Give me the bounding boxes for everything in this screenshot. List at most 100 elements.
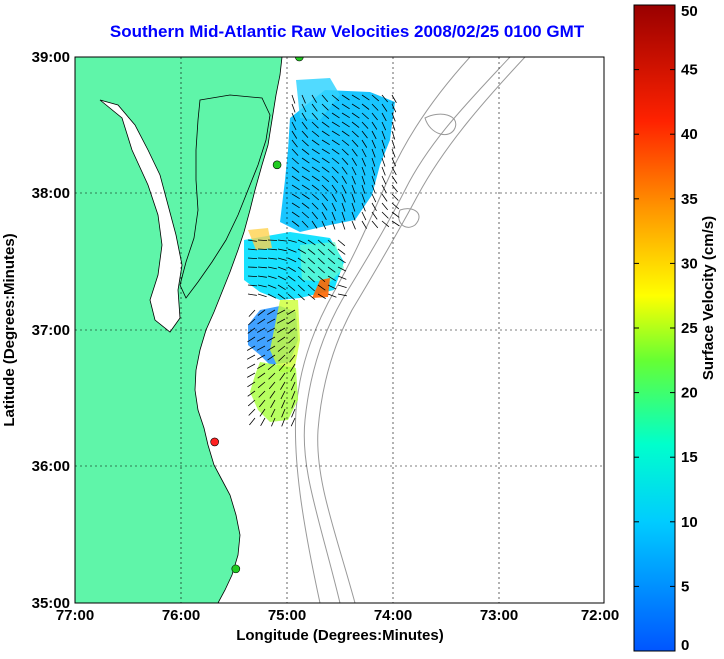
velocity-vector [311, 103, 318, 112]
velocity-vector [291, 202, 300, 209]
velocity-vector [381, 166, 386, 176]
velocity-vector [337, 293, 347, 297]
velocity-vector [281, 408, 286, 418]
velocity-vector [248, 309, 256, 317]
velocity-vector [289, 354, 296, 363]
velocity-vector [381, 193, 388, 202]
colorbar-tick-label: 10 [681, 514, 698, 531]
colorbar-tick-label: 30 [681, 255, 698, 272]
velocity-vector [371, 112, 378, 121]
velocity-vector [331, 112, 340, 119]
y-tick-37: 37:00 [32, 322, 70, 339]
velocity-vector [391, 157, 397, 167]
velocity-vector [291, 184, 300, 191]
velocity-vector [361, 103, 370, 110]
velocity-vector [321, 103, 329, 111]
velocity-vector [311, 220, 318, 229]
velocity-vector [290, 381, 296, 391]
velocity-vector [291, 175, 300, 182]
velocity-vector [381, 157, 386, 167]
velocity-vector [317, 266, 325, 274]
velocity-vector [361, 184, 366, 194]
velocity-vector [321, 211, 327, 220]
velocity-vectors [246, 94, 400, 427]
velocity-vector [277, 293, 286, 300]
velocity-vector [257, 372, 266, 379]
velocity-vector [258, 399, 266, 408]
velocity-vector [311, 184, 320, 191]
velocity-vector [321, 166, 330, 173]
velocity-vector [361, 175, 366, 185]
velocity-vector [341, 148, 349, 156]
velocity-vector [291, 211, 300, 218]
velocity-vector [281, 399, 286, 409]
velocity-vector [327, 239, 335, 247]
x-axis: 77:00 76:00 75:00 74:00 73:00 72:00 Long… [56, 607, 619, 644]
velocity-vector [331, 220, 336, 230]
velocity-vector [267, 309, 276, 315]
velocity-vector [307, 275, 315, 283]
velocity-vector [381, 112, 387, 122]
velocity-vector [258, 390, 266, 398]
velocity-vector [291, 139, 298, 148]
velocity-vector [331, 166, 339, 174]
x-tick-74: 74:00 [374, 607, 412, 624]
velocity-vector [301, 184, 310, 191]
velocity-vector [351, 211, 356, 221]
velocity-vector [327, 257, 336, 265]
velocity-vector [371, 94, 380, 102]
velocity-vector [331, 103, 340, 110]
velocity-vector [371, 166, 376, 176]
velocity-vector [341, 130, 350, 137]
velocity-vector [331, 121, 340, 128]
velocity-vector [301, 121, 308, 130]
velocity-vector [307, 257, 316, 265]
velocity-vector [257, 284, 267, 288]
velocity-vector [331, 211, 336, 221]
velocity-vector [321, 220, 327, 230]
colorbar-tick-label: 35 [681, 191, 698, 208]
velocity-vector [257, 293, 267, 298]
velocity-vector [247, 372, 256, 378]
velocity-vector [248, 318, 256, 326]
velocity-vector [301, 193, 310, 200]
velocity-vector [280, 390, 286, 400]
velocity-vector [311, 157, 320, 164]
velocity-vector [317, 239, 326, 247]
velocity-vector [317, 284, 326, 291]
velocity-vector [341, 121, 350, 128]
map-title: Southern Mid-Atlantic Raw Velocities 200… [109, 22, 585, 41]
x-tick-73: 73:00 [480, 607, 518, 624]
velocity-vector [287, 239, 297, 243]
velocity-vector [321, 184, 329, 192]
velocity-vector [247, 381, 256, 388]
velocity-vector [391, 220, 400, 227]
velocity-vector [287, 248, 297, 253]
colorbar-tick-label: 5 [681, 578, 689, 595]
velocity-vector [246, 354, 256, 360]
velocity-vector [277, 275, 287, 281]
velocity-vector [371, 202, 377, 211]
velocity-vector [257, 318, 266, 325]
velocity-vector [301, 175, 310, 182]
velocity-vector [249, 417, 256, 426]
station-hatteras [210, 437, 219, 447]
velocity-vector [351, 175, 356, 185]
velocity-vector [317, 293, 326, 299]
velocity-vector [331, 139, 340, 146]
x-tick-76: 76:00 [162, 607, 200, 624]
velocity-vector [307, 248, 316, 255]
velocity-vector [371, 193, 377, 203]
velocity-vector [277, 266, 287, 271]
velocity-vector [247, 275, 258, 277]
velocity-vector [257, 248, 268, 250]
velocity-vector [331, 184, 338, 193]
velocity-vector [257, 363, 266, 370]
velocity-vector [291, 390, 296, 400]
velocity-vector [351, 220, 356, 230]
velocity-vector [247, 327, 256, 334]
velocity-vector [341, 220, 346, 230]
colorbar-tick-label: 40 [681, 126, 698, 143]
velocity-vector [268, 372, 276, 380]
velocity-vector [321, 121, 330, 128]
